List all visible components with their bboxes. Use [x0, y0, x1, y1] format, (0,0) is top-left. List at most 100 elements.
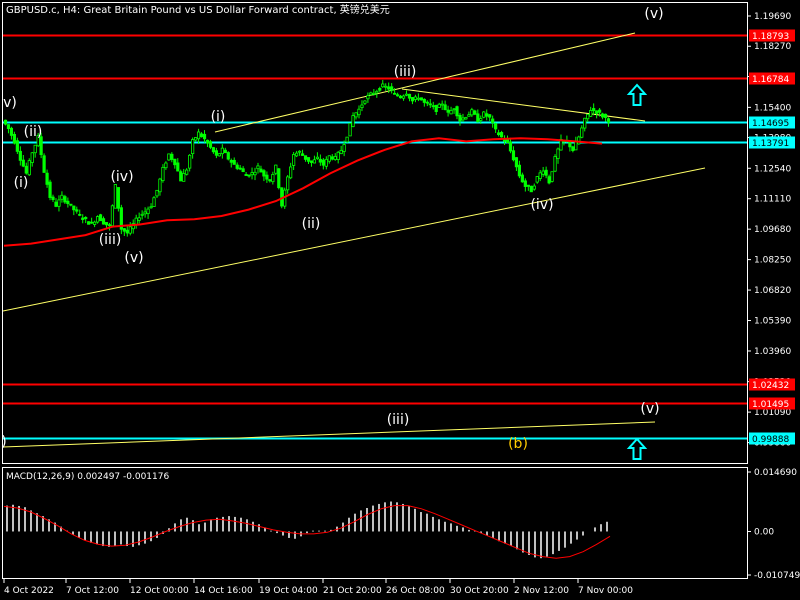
- trendline-lower-channel[interactable]: [2, 167, 706, 312]
- candle[interactable]: [146, 206, 150, 219]
- candle[interactable]: [125, 225, 129, 237]
- candle[interactable]: [271, 171, 275, 185]
- candle[interactable]: [42, 153, 46, 173]
- candle[interactable]: [431, 101, 435, 110]
- candle[interactable]: [170, 152, 174, 163]
- candle[interactable]: [295, 150, 299, 158]
- candle[interactable]: [592, 103, 596, 116]
- candle[interactable]: [152, 196, 156, 207]
- candle[interactable]: [194, 137, 198, 142]
- candle[interactable]: [45, 169, 49, 188]
- candle[interactable]: [24, 162, 28, 175]
- candle[interactable]: [324, 156, 328, 170]
- wave-label[interactable]: (iii): [99, 232, 122, 248]
- candle[interactable]: [84, 216, 88, 224]
- candle[interactable]: [262, 169, 266, 182]
- trendline-bottom-projection[interactable]: [2, 421, 656, 448]
- candle[interactable]: [491, 115, 495, 128]
- candle[interactable]: [286, 174, 290, 194]
- candle[interactable]: [595, 110, 599, 119]
- candle[interactable]: [21, 154, 25, 168]
- candle[interactable]: [223, 147, 227, 154]
- wave-label[interactable]: (ii): [24, 124, 43, 140]
- candle[interactable]: [229, 158, 233, 168]
- candle[interactable]: [360, 100, 364, 112]
- candle[interactable]: [437, 102, 441, 108]
- candle[interactable]: [66, 197, 70, 208]
- candle[interactable]: [9, 126, 14, 140]
- candle[interactable]: [589, 106, 593, 117]
- candle[interactable]: [179, 169, 183, 182]
- candle[interactable]: [452, 108, 456, 114]
- candle[interactable]: [538, 169, 542, 182]
- candle[interactable]: [238, 165, 242, 171]
- candle[interactable]: [511, 146, 516, 162]
- candle[interactable]: [33, 144, 37, 158]
- candle[interactable]: [398, 94, 403, 99]
- candle[interactable]: [375, 89, 379, 98]
- candle[interactable]: [586, 113, 590, 122]
- candle[interactable]: [553, 154, 557, 173]
- candle[interactable]: [342, 140, 346, 157]
- candle[interactable]: [309, 160, 314, 167]
- candle[interactable]: [101, 216, 106, 225]
- candle[interactable]: [526, 184, 530, 191]
- candle[interactable]: [508, 137, 513, 154]
- wave-label[interactable]: (i): [211, 109, 226, 125]
- candle[interactable]: [470, 107, 474, 118]
- candle[interactable]: [312, 155, 317, 164]
- candle[interactable]: [535, 176, 539, 184]
- wave-label[interactable]: ): [1, 434, 6, 450]
- candle[interactable]: [63, 194, 67, 204]
- trendline-upper-channel[interactable]: [214, 32, 636, 133]
- candle[interactable]: [98, 213, 103, 222]
- candle[interactable]: [208, 139, 213, 150]
- candle[interactable]: [544, 166, 548, 179]
- wave-label[interactable]: (iii): [387, 412, 410, 428]
- candle[interactable]: [583, 117, 587, 132]
- candle[interactable]: [339, 145, 343, 155]
- candle[interactable]: [577, 135, 581, 145]
- candle[interactable]: [354, 112, 358, 120]
- candle[interactable]: [523, 178, 527, 192]
- candle[interactable]: [479, 115, 483, 124]
- wave-label[interactable]: (v): [124, 250, 143, 266]
- candle[interactable]: [199, 132, 204, 138]
- candle[interactable]: [378, 86, 382, 92]
- candle[interactable]: [202, 130, 207, 143]
- wave-label[interactable]: (ii): [302, 216, 321, 232]
- candle[interactable]: [93, 220, 97, 228]
- candle[interactable]: [541, 166, 545, 177]
- candle[interactable]: [529, 185, 533, 193]
- candle[interactable]: [390, 83, 394, 94]
- candle[interactable]: [113, 184, 117, 209]
- candle[interactable]: [250, 167, 254, 180]
- candle[interactable]: [196, 128, 201, 144]
- candle[interactable]: [188, 154, 192, 172]
- candle[interactable]: [87, 221, 91, 225]
- candle[interactable]: [387, 82, 391, 94]
- candle[interactable]: [407, 93, 412, 102]
- wave-label[interactable]: (i): [14, 175, 29, 191]
- candle[interactable]: [167, 153, 171, 161]
- candle[interactable]: [455, 105, 459, 120]
- candle[interactable]: [39, 132, 43, 159]
- candle[interactable]: [289, 162, 293, 180]
- candle[interactable]: [122, 227, 126, 236]
- candle[interactable]: [434, 104, 438, 115]
- candle[interactable]: [369, 91, 373, 96]
- candle[interactable]: [256, 162, 260, 174]
- candle[interactable]: [550, 171, 554, 183]
- candle[interactable]: [488, 114, 492, 122]
- candle[interactable]: [422, 98, 426, 107]
- candle[interactable]: [259, 165, 263, 173]
- candle[interactable]: [217, 153, 221, 157]
- candle[interactable]: [384, 83, 388, 92]
- candle[interactable]: [69, 203, 73, 207]
- candle[interactable]: [95, 215, 100, 224]
- candle[interactable]: [580, 125, 584, 139]
- candle[interactable]: [110, 204, 115, 228]
- candle[interactable]: [598, 107, 602, 117]
- candle[interactable]: [381, 79, 385, 88]
- candle[interactable]: [419, 97, 423, 101]
